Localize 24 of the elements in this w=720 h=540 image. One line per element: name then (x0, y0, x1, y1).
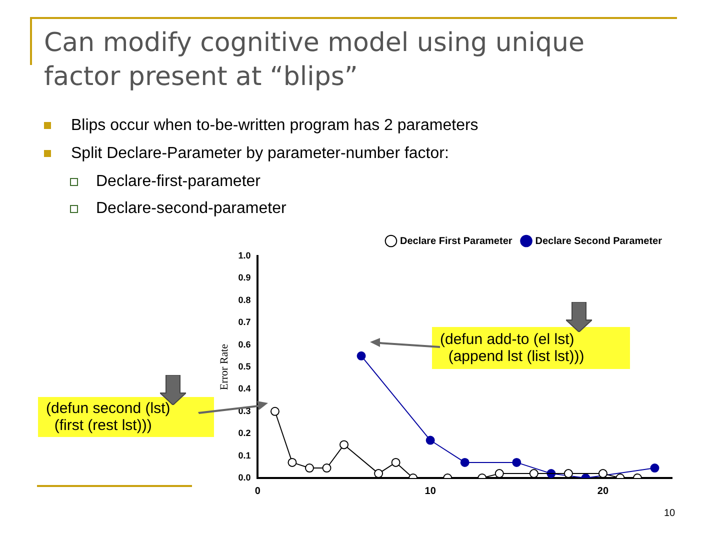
y-tick-label: 0.8 (238, 294, 251, 305)
x-tick-label: 0 (254, 486, 261, 497)
y-tick-label: 0.9 (238, 272, 251, 283)
y-tick-label: 1.0 (238, 250, 251, 260)
y-tick-label: 0.7 (238, 317, 251, 328)
y-tick-label: 0.1 (238, 450, 251, 460)
text: Blips occur when to-be-written program has 2 parameters (71, 117, 478, 135)
y-tick-label: 0.6 (238, 339, 251, 350)
y-axis-title: Error Rate (218, 344, 230, 390)
y-tick-label: 0.2 (238, 428, 251, 438)
x-tick-label: 10 (424, 486, 436, 497)
chart-title: Can modify cognitive model using unique factor present at “blips” (44, 27, 586, 94)
legend-label: Declare First Parameter (400, 236, 512, 247)
x-tick-label: 20 (597, 486, 609, 497)
legend-label: Declare Second Parameter (535, 236, 662, 247)
callout: (defun add-to (el lst) (append lst (list lst))) (432, 327, 630, 369)
text: 10 (664, 508, 676, 519)
y-tick-label: 0.5 (238, 361, 251, 372)
text: Declare-second-parameter (96, 200, 286, 218)
callout: (defun second (lst) (first (rest lst))) (38, 397, 214, 437)
y-tick-label: 0.4 (238, 384, 251, 394)
text: Declare-first-parameter (96, 173, 260, 191)
y-tick-label: 0.0 (238, 472, 251, 482)
text: Split Declare-Parameter by parameter-number factor: (71, 145, 449, 163)
